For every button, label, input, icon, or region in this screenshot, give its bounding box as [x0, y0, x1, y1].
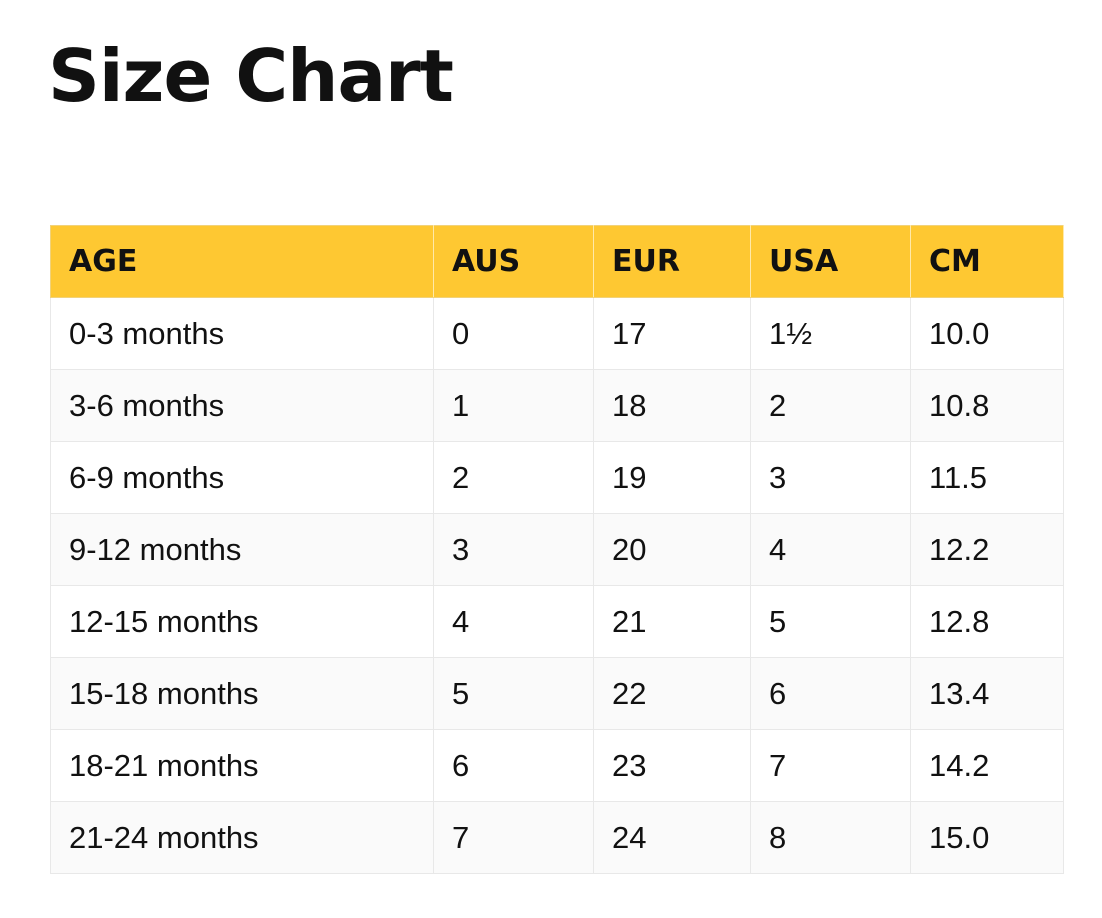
cell-cm: 10.8 — [910, 369, 1064, 442]
cell-age: 12-15 months — [50, 585, 434, 658]
cell-cm: 10.0 — [910, 297, 1064, 370]
header-usa: USA — [750, 225, 911, 298]
table-header: AGE AUS EUR USA CM — [50, 225, 1064, 298]
header-aus: AUS — [433, 225, 594, 298]
table-row: 3-6 months 1 18 2 10.8 — [50, 369, 1064, 442]
table-row: 9-12 months 3 20 4 12.2 — [50, 513, 1064, 586]
cell-usa: 6 — [750, 657, 911, 730]
cell-eur: 22 — [593, 657, 751, 730]
cell-aus: 6 — [433, 729, 594, 802]
cell-eur: 24 — [593, 801, 751, 874]
cell-aus: 0 — [433, 297, 594, 370]
table-row: 12-15 months 4 21 5 12.8 — [50, 585, 1064, 658]
header-eur: EUR — [593, 225, 751, 298]
cell-age: 0-3 months — [50, 297, 434, 370]
cell-age: 3-6 months — [50, 369, 434, 442]
header-cm: CM — [910, 225, 1064, 298]
cell-cm: 12.2 — [910, 513, 1064, 586]
cell-cm: 14.2 — [910, 729, 1064, 802]
cell-usa: 8 — [750, 801, 911, 874]
cell-aus: 1 — [433, 369, 594, 442]
cell-age: 21-24 months — [50, 801, 434, 874]
cell-eur: 20 — [593, 513, 751, 586]
cell-usa: 7 — [750, 729, 911, 802]
table-row: 21-24 months 7 24 8 15.0 — [50, 801, 1064, 874]
cell-usa: 3 — [750, 441, 911, 514]
cell-eur: 19 — [593, 441, 751, 514]
cell-aus: 7 — [433, 801, 594, 874]
table-row: 0-3 months 0 17 1½ 10.0 — [50, 297, 1064, 370]
cell-aus: 4 — [433, 585, 594, 658]
cell-usa: 1½ — [750, 297, 911, 370]
cell-eur: 23 — [593, 729, 751, 802]
cell-age: 15-18 months — [50, 657, 434, 730]
cell-usa: 5 — [750, 585, 911, 658]
header-age: AGE — [50, 225, 434, 298]
cell-aus: 5 — [433, 657, 594, 730]
page-title: Size Chart — [48, 34, 454, 118]
table-row: 15-18 months 5 22 6 13.4 — [50, 657, 1064, 730]
cell-cm: 13.4 — [910, 657, 1064, 730]
cell-eur: 18 — [593, 369, 751, 442]
header-row: AGE AUS EUR USA CM — [50, 225, 1064, 298]
table-row: 18-21 months 6 23 7 14.2 — [50, 729, 1064, 802]
table-body: 0-3 months 0 17 1½ 10.0 3-6 months 1 18 … — [50, 297, 1064, 874]
cell-age: 18-21 months — [50, 729, 434, 802]
cell-eur: 21 — [593, 585, 751, 658]
cell-aus: 2 — [433, 441, 594, 514]
cell-cm: 12.8 — [910, 585, 1064, 658]
cell-aus: 3 — [433, 513, 594, 586]
cell-age: 9-12 months — [50, 513, 434, 586]
cell-usa: 2 — [750, 369, 911, 442]
cell-age: 6-9 months — [50, 441, 434, 514]
cell-cm: 15.0 — [910, 801, 1064, 874]
cell-usa: 4 — [750, 513, 911, 586]
size-chart-table: AGE AUS EUR USA CM 0-3 months 0 17 1½ 10… — [50, 225, 1064, 874]
cell-cm: 11.5 — [910, 441, 1064, 514]
cell-eur: 17 — [593, 297, 751, 370]
table-row: 6-9 months 2 19 3 11.5 — [50, 441, 1064, 514]
